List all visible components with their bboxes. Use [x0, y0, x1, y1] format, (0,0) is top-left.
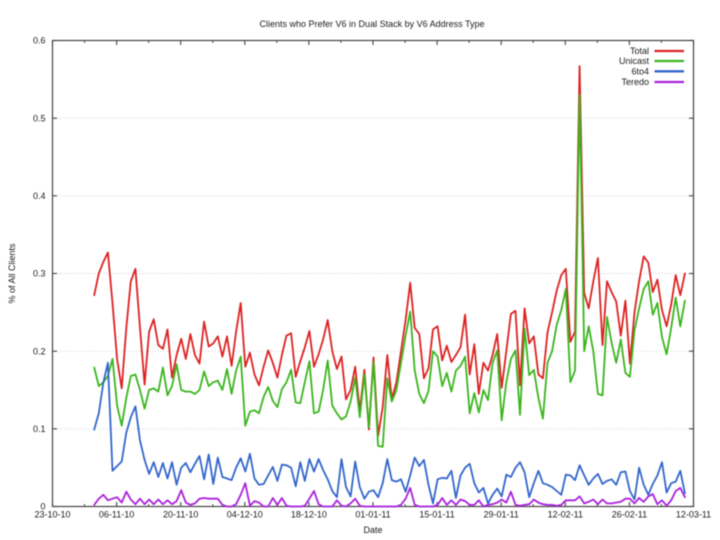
svg-text:04-12-10: 04-12-10: [227, 510, 263, 520]
svg-text:0.5: 0.5: [33, 113, 46, 123]
svg-text:0.2: 0.2: [33, 346, 46, 356]
svg-text:01-01-11: 01-01-11: [355, 510, 390, 520]
svg-text:6to4: 6to4: [631, 67, 649, 77]
svg-text:% of All Clients: % of All Clients: [7, 243, 17, 304]
svg-text:20-11-10: 20-11-10: [163, 510, 198, 520]
svg-text:12-02-11: 12-02-11: [548, 510, 583, 520]
svg-text:0.1: 0.1: [33, 424, 46, 434]
svg-text:18-12-10: 18-12-10: [291, 510, 327, 520]
svg-text:26-02-11: 26-02-11: [612, 510, 647, 520]
svg-text:Total: Total: [630, 46, 649, 56]
svg-text:23-10-10: 23-10-10: [34, 510, 70, 520]
svg-text:Date: Date: [363, 525, 382, 535]
svg-text:0: 0: [40, 502, 45, 512]
svg-text:0.3: 0.3: [33, 269, 46, 279]
svg-text:15-01-11: 15-01-11: [419, 510, 454, 520]
svg-text:06-11-10: 06-11-10: [99, 510, 134, 520]
svg-text:Teredo: Teredo: [621, 77, 649, 87]
svg-text:29-01-11: 29-01-11: [484, 510, 519, 520]
svg-text:Unicast: Unicast: [619, 56, 650, 66]
svg-text:12-03-11: 12-03-11: [676, 510, 711, 520]
svg-text:Clients who Prefer V6 in Dual: Clients who Prefer V6 in Dual Stack by V…: [260, 19, 485, 29]
svg-text:0.6: 0.6: [33, 36, 46, 46]
svg-text:0.4: 0.4: [33, 191, 46, 201]
